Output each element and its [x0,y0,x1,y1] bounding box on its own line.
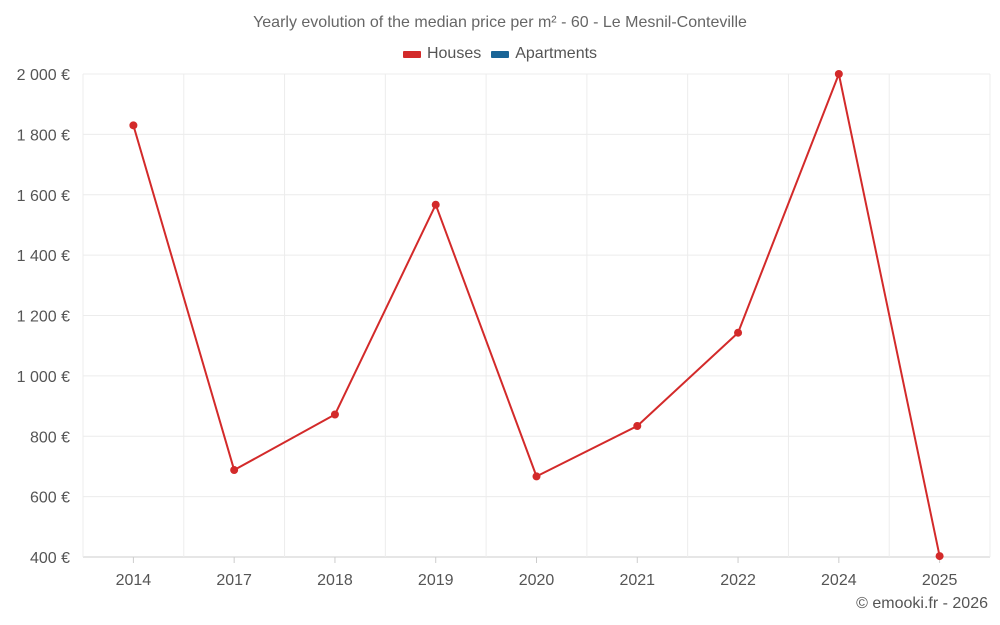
y-tick-label: 2 000 € [17,67,70,84]
data-point [532,472,541,481]
legend-label-apartments: Apartments [515,45,598,62]
credit-text: © emooki.fr - 2026 [856,595,988,612]
x-tick-label: 2018 [317,572,353,589]
data-point [935,552,944,561]
x-tick-label: 2017 [216,572,252,589]
x-tick-label: 2014 [116,572,152,589]
data-point [633,421,642,430]
y-tick-label: 1 400 € [17,248,70,265]
y-tick-label: 1 800 € [17,127,70,144]
data-point [129,121,138,130]
chart-title: Yearly evolution of the median price per… [253,14,747,31]
y-tick-label: 400 € [30,550,70,567]
y-tick-label: 800 € [30,429,70,446]
data-point [230,466,239,475]
data-point [834,70,843,78]
legend-item-apartments[interactable]: Apartments [491,45,597,63]
data-point [734,328,743,337]
legend-swatch-apartments [491,50,510,58]
y-tick-label: 1 200 € [17,309,70,326]
legend-label-houses: Houses [426,45,482,62]
x-tick-label: 2025 [922,572,958,589]
x-tick-label: 2019 [418,572,454,589]
y-tick-label: 1 000 € [17,369,70,386]
x-tick-label: 2024 [821,572,857,589]
x-tick-label: 2022 [720,572,756,589]
x-tick-label: 2020 [519,572,555,589]
legend-item-houses[interactable]: Houses [402,45,482,63]
legend-swatch-houses [402,50,421,58]
y-tick-label: 1 600 € [17,188,70,205]
chart-legend: Houses Apartments [0,45,1000,63]
x-tick-label: 2021 [619,572,655,589]
data-point [330,410,339,419]
data-point [431,200,440,209]
y-tick-label: 600 € [30,490,70,507]
